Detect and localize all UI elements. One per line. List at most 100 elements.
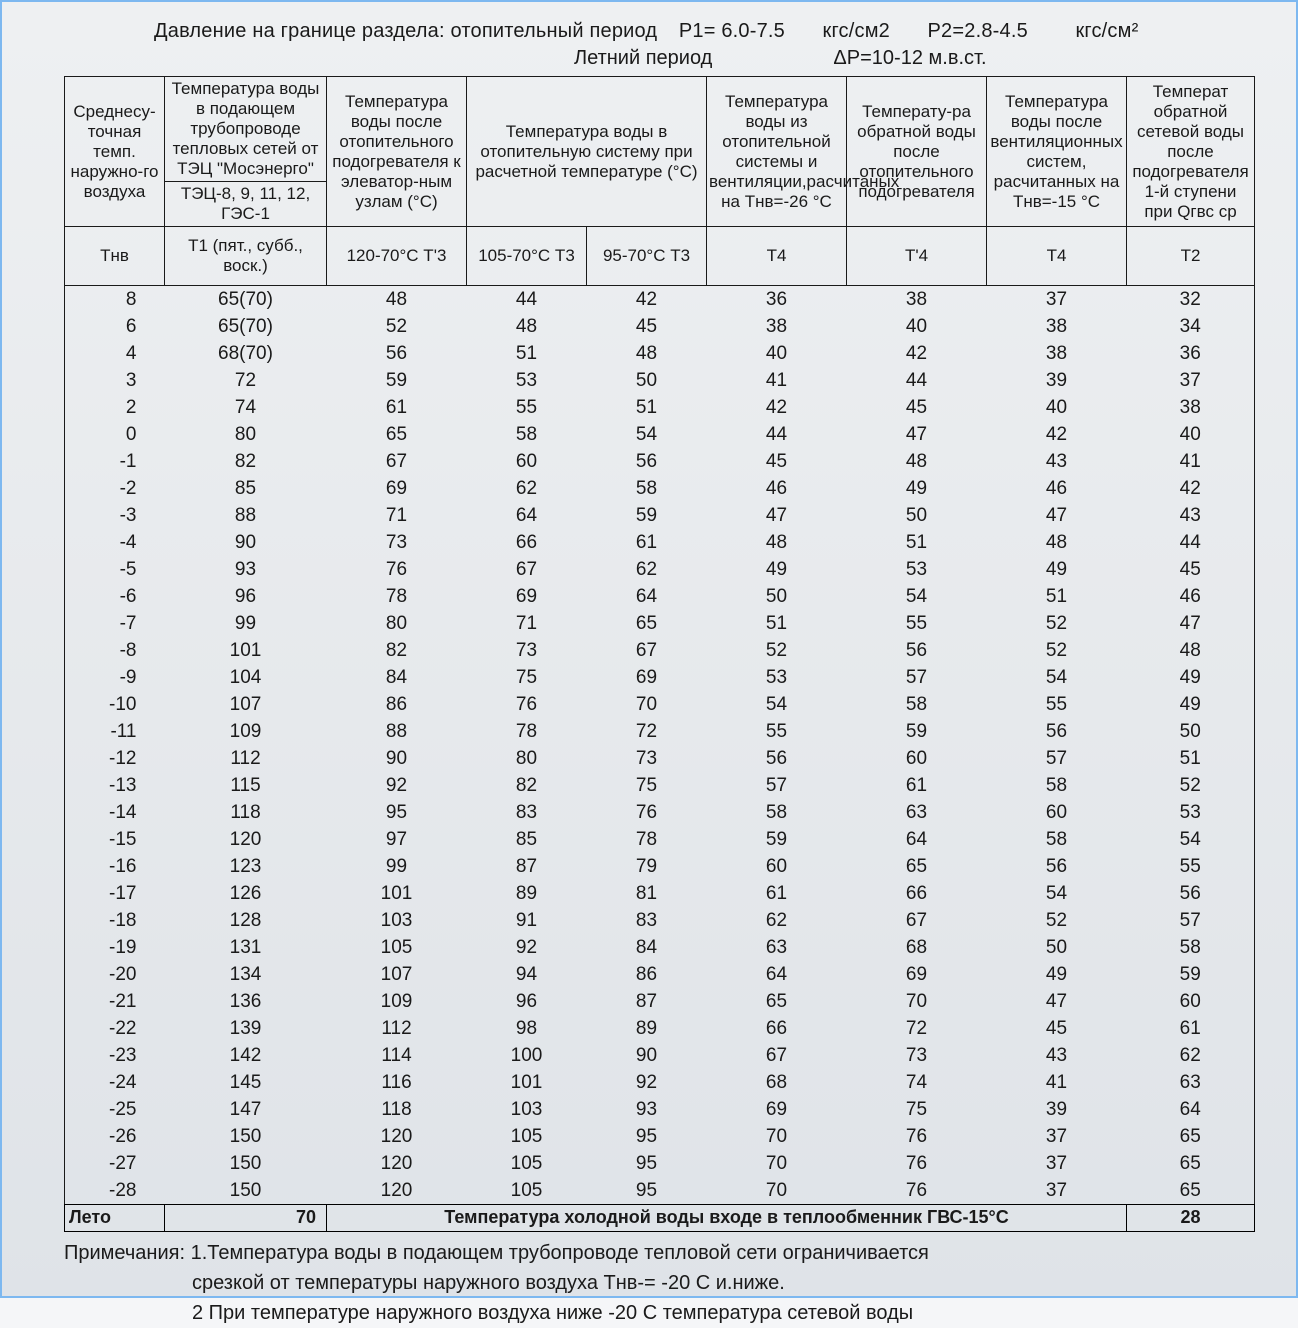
- cell: -26: [65, 1123, 165, 1150]
- cell: 47: [987, 988, 1127, 1015]
- cell: 96: [165, 583, 327, 610]
- cell: 62: [1127, 1042, 1255, 1069]
- cell: 45: [707, 448, 847, 475]
- cell: -22: [65, 1015, 165, 1042]
- table-row: 865(70)48444236383732: [65, 286, 1255, 314]
- note-line-3: 2 При температуре наружного воздуха ниже…: [64, 1298, 1272, 1328]
- header-line-2: Летний период ΔP=10-12 м.в.ст.: [64, 47, 1272, 70]
- cell: 120: [165, 826, 327, 853]
- cell: 68: [847, 934, 987, 961]
- cell: -8: [65, 637, 165, 664]
- table-row: -20134107948664694959: [65, 961, 1255, 988]
- cell: 51: [987, 583, 1127, 610]
- cell: 50: [1127, 718, 1255, 745]
- cell: 120: [327, 1150, 467, 1177]
- cell: 49: [1127, 691, 1255, 718]
- cell: 42: [1127, 475, 1255, 502]
- cell: 70: [847, 988, 987, 1015]
- cell: 76: [587, 799, 707, 826]
- table-row: -21136109968765704760: [65, 988, 1255, 1015]
- cell: 55: [707, 718, 847, 745]
- cell: 97: [327, 826, 467, 853]
- cell: 94: [467, 961, 587, 988]
- summer-mid: Температура холодной воды входе в теплоо…: [327, 1205, 1127, 1231]
- cell: 59: [847, 718, 987, 745]
- cell: 45: [847, 394, 987, 421]
- cell: 83: [587, 907, 707, 934]
- cell: 61: [847, 772, 987, 799]
- cell: -13: [65, 772, 165, 799]
- cell: 75: [587, 772, 707, 799]
- cell: 40: [1127, 421, 1255, 448]
- cell: 80: [327, 610, 467, 637]
- cell: 38: [987, 340, 1127, 367]
- cell: 69: [847, 961, 987, 988]
- cell: 136: [165, 988, 327, 1015]
- cell: 32: [1127, 286, 1255, 314]
- cell: 53: [847, 556, 987, 583]
- cell: 54: [1127, 826, 1255, 853]
- cell: 85: [467, 826, 587, 853]
- cell: 3: [65, 367, 165, 394]
- cell: 54: [987, 664, 1127, 691]
- cell: 73: [847, 1042, 987, 1069]
- cell: 67: [467, 556, 587, 583]
- cell: 116: [327, 1069, 467, 1096]
- table-row: -79980716551555247: [65, 610, 1255, 637]
- cell: 112: [165, 745, 327, 772]
- cell: 48: [987, 529, 1127, 556]
- cell: 78: [587, 826, 707, 853]
- cell: 51: [847, 529, 987, 556]
- cell: 56: [1127, 880, 1255, 907]
- cell: 52: [1127, 772, 1255, 799]
- cell: 91: [467, 907, 587, 934]
- cell: -24: [65, 1069, 165, 1096]
- cell: -9: [65, 664, 165, 691]
- cell: 142: [165, 1042, 327, 1069]
- cell: 36: [1127, 340, 1255, 367]
- cell: 64: [587, 583, 707, 610]
- cell: 65: [327, 421, 467, 448]
- cell: 103: [467, 1096, 587, 1123]
- cell: -16: [65, 853, 165, 880]
- cell: 56: [987, 718, 1127, 745]
- cell: 118: [327, 1096, 467, 1123]
- cell: 95: [587, 1177, 707, 1205]
- cell: 2: [65, 394, 165, 421]
- cell: 58: [847, 691, 987, 718]
- cell: 100: [467, 1042, 587, 1069]
- cell: 64: [1127, 1096, 1255, 1123]
- cell: 78: [467, 718, 587, 745]
- cell: 87: [587, 988, 707, 1015]
- cell: 41: [707, 367, 847, 394]
- cell: 0: [65, 421, 165, 448]
- cell: 103: [327, 907, 467, 934]
- cell: 68: [707, 1069, 847, 1096]
- cell: -21: [65, 988, 165, 1015]
- subhead-c4: 95-70°C Т3: [587, 227, 707, 286]
- cell: 123: [165, 853, 327, 880]
- cell: 44: [707, 421, 847, 448]
- table-row: 37259535041443937: [65, 367, 1255, 394]
- cell: -19: [65, 934, 165, 961]
- cell: 6: [65, 313, 165, 340]
- cell: 41: [987, 1069, 1127, 1096]
- cell: 72: [165, 367, 327, 394]
- cell: -10: [65, 691, 165, 718]
- cell: 83: [467, 799, 587, 826]
- cell: 56: [987, 853, 1127, 880]
- summer-val1: 70: [165, 1205, 327, 1231]
- table-row: -59376676249534945: [65, 556, 1255, 583]
- cell: 76: [847, 1150, 987, 1177]
- cell: 44: [1127, 529, 1255, 556]
- cell: -2: [65, 475, 165, 502]
- cell: 76: [327, 556, 467, 583]
- cell: 48: [587, 340, 707, 367]
- cell: 43: [987, 448, 1127, 475]
- cell: 51: [587, 394, 707, 421]
- table-row: -18128103918362675257: [65, 907, 1255, 934]
- cell: 56: [327, 340, 467, 367]
- cell: 51: [467, 340, 587, 367]
- cell: 49: [1127, 664, 1255, 691]
- cell: 101: [467, 1069, 587, 1096]
